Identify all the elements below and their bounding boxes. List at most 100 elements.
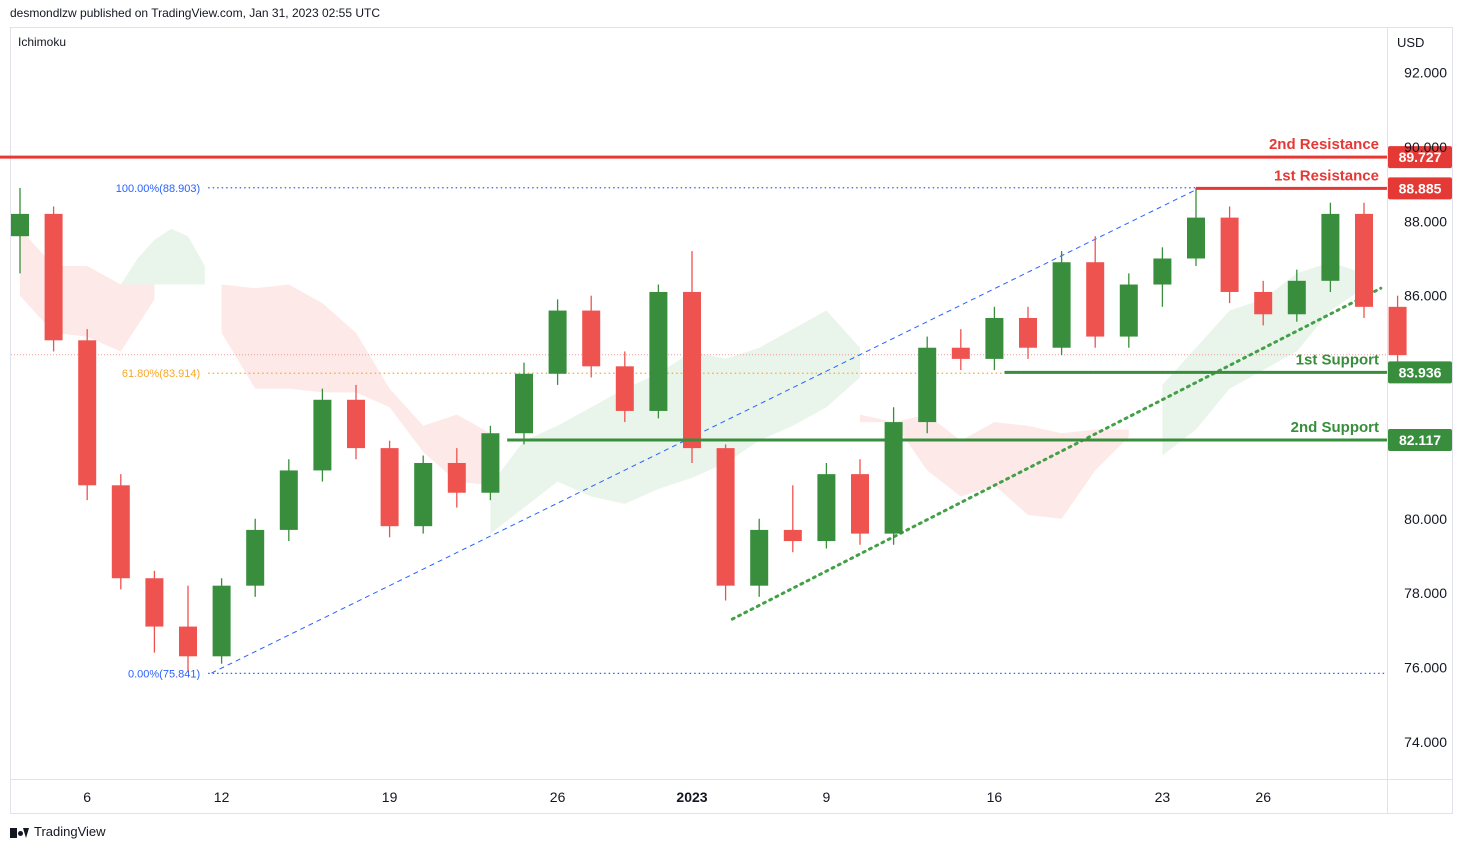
candle-body [111,485,130,579]
y-tick-label: 80.000 [1404,511,1447,527]
x-tick-label: 6 [83,789,91,805]
cloud-bull-2 [1162,262,1364,456]
candle-body [985,317,1004,359]
y-tick-label: 86.000 [1404,288,1447,304]
level-value-2: 83.936 [1399,364,1442,380]
candle-16 [548,299,567,385]
candle-1 [44,206,63,352]
candle-body [414,462,433,527]
candle-body [1052,262,1071,348]
candle-28 [951,329,970,371]
candle-body [1321,213,1340,281]
x-tick-label: 19 [382,789,398,805]
candle-body [951,347,970,359]
publisher-header: desmondlzw published on TradingView.com,… [10,6,381,20]
candle-body [515,373,533,434]
candle-body [851,474,869,534]
fib-label-0: 100.00%(88.903) [116,183,200,195]
candle-8 [279,459,298,542]
fib-label-1: 61.80%(83.914) [122,368,200,380]
y-tick-label: 76.000 [1404,659,1447,675]
candle-24 [817,462,836,549]
candle-body [750,529,769,586]
candle-2 [78,329,97,501]
footer: TradingView [10,824,106,839]
candle-15 [515,362,533,445]
candle-body [347,399,365,449]
candle-12 [414,455,433,534]
level-value-3: 82.117 [1399,432,1441,448]
candle-body [145,578,164,627]
candle-body [582,310,601,367]
x-tick-label: 16 [987,789,1003,805]
candle-13 [447,448,466,508]
x-tick-label: 26 [1255,789,1271,805]
candle-body [1287,280,1306,315]
candle-body [279,470,298,530]
x-tick-label: 12 [214,789,230,805]
candle-body [548,310,567,374]
candle-body [649,291,668,411]
candle-body [246,529,265,586]
level-value-1: 88.885 [1399,180,1442,196]
x-tick-label: 26 [550,789,566,805]
level-name-1: 1st Resistance [1274,167,1379,184]
level-value-0: 89.727 [1399,149,1442,165]
candle-14 [481,425,500,501]
chart-guides: 100.00%(88.903) 61.80%(83.914) 0.00%(75.84… [11,183,1387,680]
candle-30 [1019,306,1037,359]
candlesticks [11,187,1407,672]
candle-23 [783,485,802,553]
candle-0 [11,187,29,274]
candle-22 [750,518,769,597]
cloud-bull-0 [120,228,205,285]
candle-body [1119,284,1138,337]
candle-body [817,474,836,542]
level-badge-1 [1388,177,1452,200]
candle-18 [615,351,634,423]
y-tick-label: 90.000 [1404,139,1447,155]
candle-36 [1220,206,1239,304]
candle-body [783,529,802,542]
candle-9 [313,388,332,482]
candle-body [380,448,399,527]
candle-19 [649,284,668,419]
x-tick-label: 2023 [676,789,707,805]
candle-body [44,213,63,341]
cloud-bull-1 [490,310,860,534]
level-badge-0 [1388,146,1452,169]
candle-body [11,213,29,237]
y-tick-label: 88.000 [1404,213,1447,229]
candle-32 [1086,236,1105,348]
candle-5 [179,585,197,672]
candle-34 [1153,247,1172,307]
candle-body [1220,217,1239,292]
candle-39 [1321,202,1340,292]
candle-body [1086,262,1105,337]
candle-38 [1287,269,1306,322]
y-tick-label: 78.000 [1404,585,1447,601]
candle-10 [347,384,365,460]
candle-body [1187,217,1205,259]
candle-body [78,340,97,486]
y-tick-label: 74.000 [1404,734,1447,750]
candle-27 [918,336,937,434]
candle-40 [1355,202,1373,318]
candle-body [481,433,500,493]
candle-body [1153,258,1172,285]
candle-body [212,585,231,657]
candle-body [1355,213,1373,307]
candle-21 [716,444,735,601]
axes: 74.000 76.000 78.000 80.000 86.000 88.000 90.0… [11,28,1452,813]
candle-41 [1388,295,1407,363]
candle-25 [851,459,869,545]
chart-frame[interactable] [10,27,1453,814]
y-tick-label: 92.000 [1404,65,1447,81]
candle-body [1254,291,1273,315]
x-tick-label: 23 [1155,789,1171,805]
candle-4 [145,570,164,653]
candle-20 [683,251,701,463]
candle-body [1388,306,1407,356]
level-name-2: 1st Support [1296,351,1379,368]
